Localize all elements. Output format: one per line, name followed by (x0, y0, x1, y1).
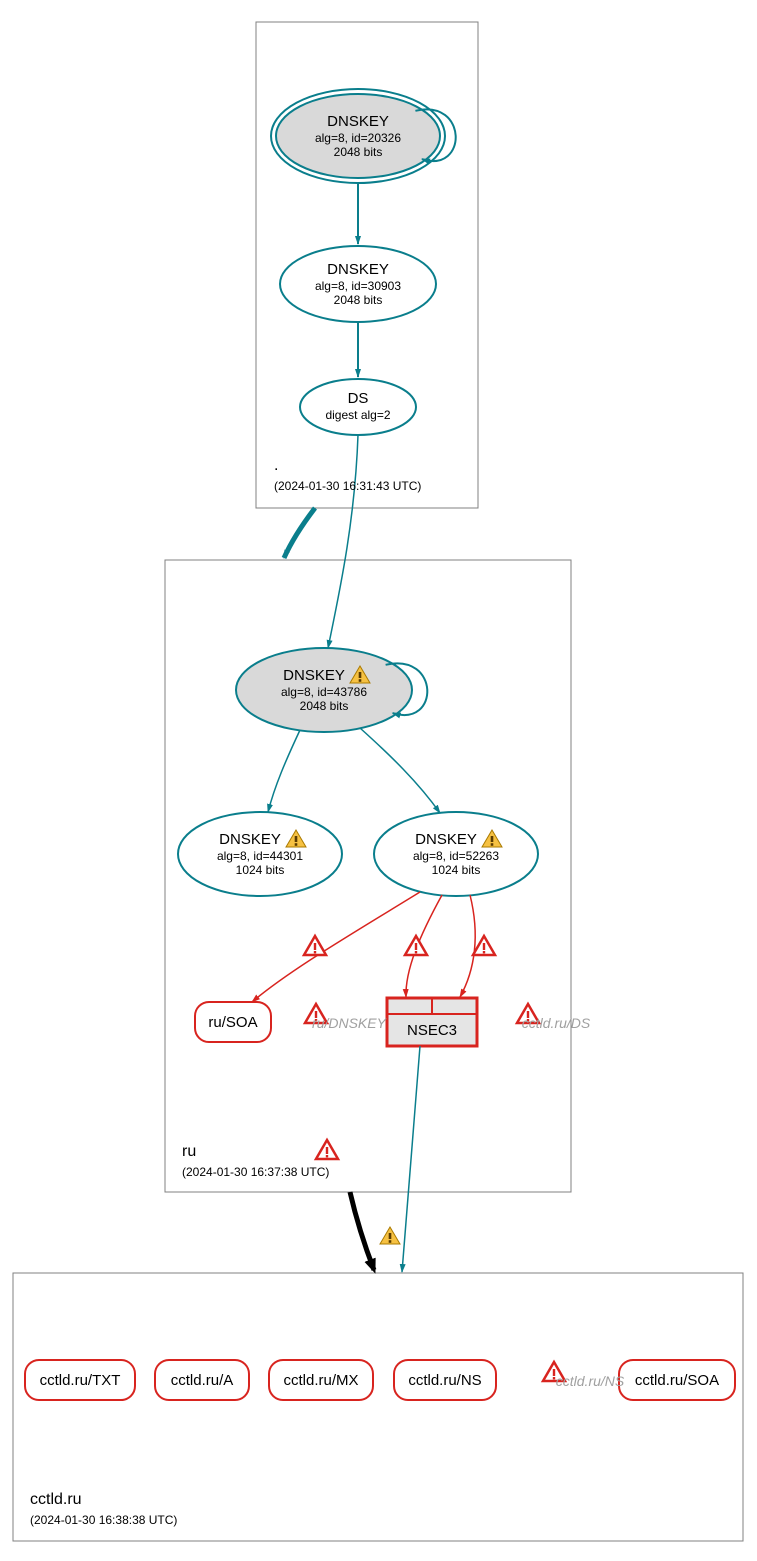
node-sub1: alg=8, id=20326 (315, 131, 401, 145)
node-title: DNSKEY (327, 113, 389, 130)
dnskey-node-root_zsk: DNSKEYalg=8, id=309032048 bits (280, 246, 436, 322)
zone-label: . (274, 457, 278, 474)
zone-label: ru (182, 1143, 196, 1160)
error-icon (316, 1140, 338, 1159)
dnssec-graph: DNSKEYalg=8, id=203262048 bitsDNSKEYalg=… (0, 0, 757, 1561)
node-title: DNSKEY (219, 831, 281, 848)
node-sub1: alg=8, id=52263 (413, 849, 499, 863)
dnskey-node-root_ds: DSdigest alg=2 (300, 379, 416, 435)
edge-ru_ksk_to_zsk1 (268, 730, 300, 812)
node-title: DNSKEY (283, 667, 345, 684)
rr-label: cctld.ru/NS (408, 1372, 481, 1389)
zone-time: (2024-01-30 16:37:38 UTC) (182, 1165, 329, 1179)
dnskey-node-ru_zsk1: DNSKEYalg=8, id=443011024 bits (178, 812, 342, 896)
error-icon (473, 936, 495, 955)
gray-label: ru/DNSKEY (312, 1015, 388, 1031)
node-sub1: alg=8, id=30903 (315, 279, 401, 293)
gray-label: cctld.ru/NS (556, 1373, 625, 1389)
error-icon (405, 936, 427, 955)
node-sub2: 2048 bits (300, 699, 349, 713)
rr-label: cctld.ru/TXT (40, 1372, 121, 1389)
edge-ru_box_to_cctld_box (350, 1192, 374, 1270)
edge-root_box_to_ru_box (284, 508, 315, 558)
node-sub1: alg=8, id=43786 (281, 685, 367, 699)
nsec3-label: NSEC3 (407, 1022, 457, 1039)
gray-label: cctld.ru/DS (522, 1015, 591, 1031)
node-sub1: digest alg=2 (325, 408, 390, 422)
node-title: DNSKEY (327, 261, 389, 278)
dnskey-node-ru_zsk2: DNSKEYalg=8, id=522631024 bits (374, 812, 538, 896)
rr-label: ru/SOA (208, 1014, 257, 1031)
node-title: DNSKEY (415, 831, 477, 848)
warning-icon (380, 1227, 400, 1244)
nsec3-node: NSEC3 (387, 998, 477, 1046)
node-sub2: 2048 bits (334, 145, 383, 159)
zone-time: (2024-01-30 16:31:43 UTC) (274, 479, 421, 493)
zone-label: cctld.ru (30, 1491, 82, 1508)
zone-box-cctld (13, 1273, 743, 1541)
rr-label: cctld.ru/A (171, 1372, 234, 1389)
dnskey-node-root_ksk: DNSKEYalg=8, id=203262048 bits (271, 89, 445, 183)
edge-zsk2_to_soa (252, 892, 420, 1002)
node-sub2: 1024 bits (236, 863, 285, 877)
edge-ru_ksk_to_zsk2 (360, 728, 440, 813)
node-title: DS (348, 390, 369, 407)
edge-root_ds_to_ru_ksk (328, 435, 358, 648)
edge-zsk2_to_nsec_r (460, 895, 475, 997)
node-sub2: 2048 bits (334, 293, 383, 307)
node-sub1: alg=8, id=44301 (217, 849, 303, 863)
rr-label: cctld.ru/MX (283, 1372, 358, 1389)
error-icon (304, 936, 326, 955)
node-sub2: 1024 bits (432, 863, 481, 877)
zone-time: (2024-01-30 16:38:38 UTC) (30, 1513, 177, 1527)
rr-label: cctld.ru/SOA (635, 1372, 719, 1389)
edge-nsec_to_cctld (402, 1046, 420, 1272)
dnskey-node-ru_ksk: DNSKEYalg=8, id=437862048 bits (236, 648, 412, 732)
